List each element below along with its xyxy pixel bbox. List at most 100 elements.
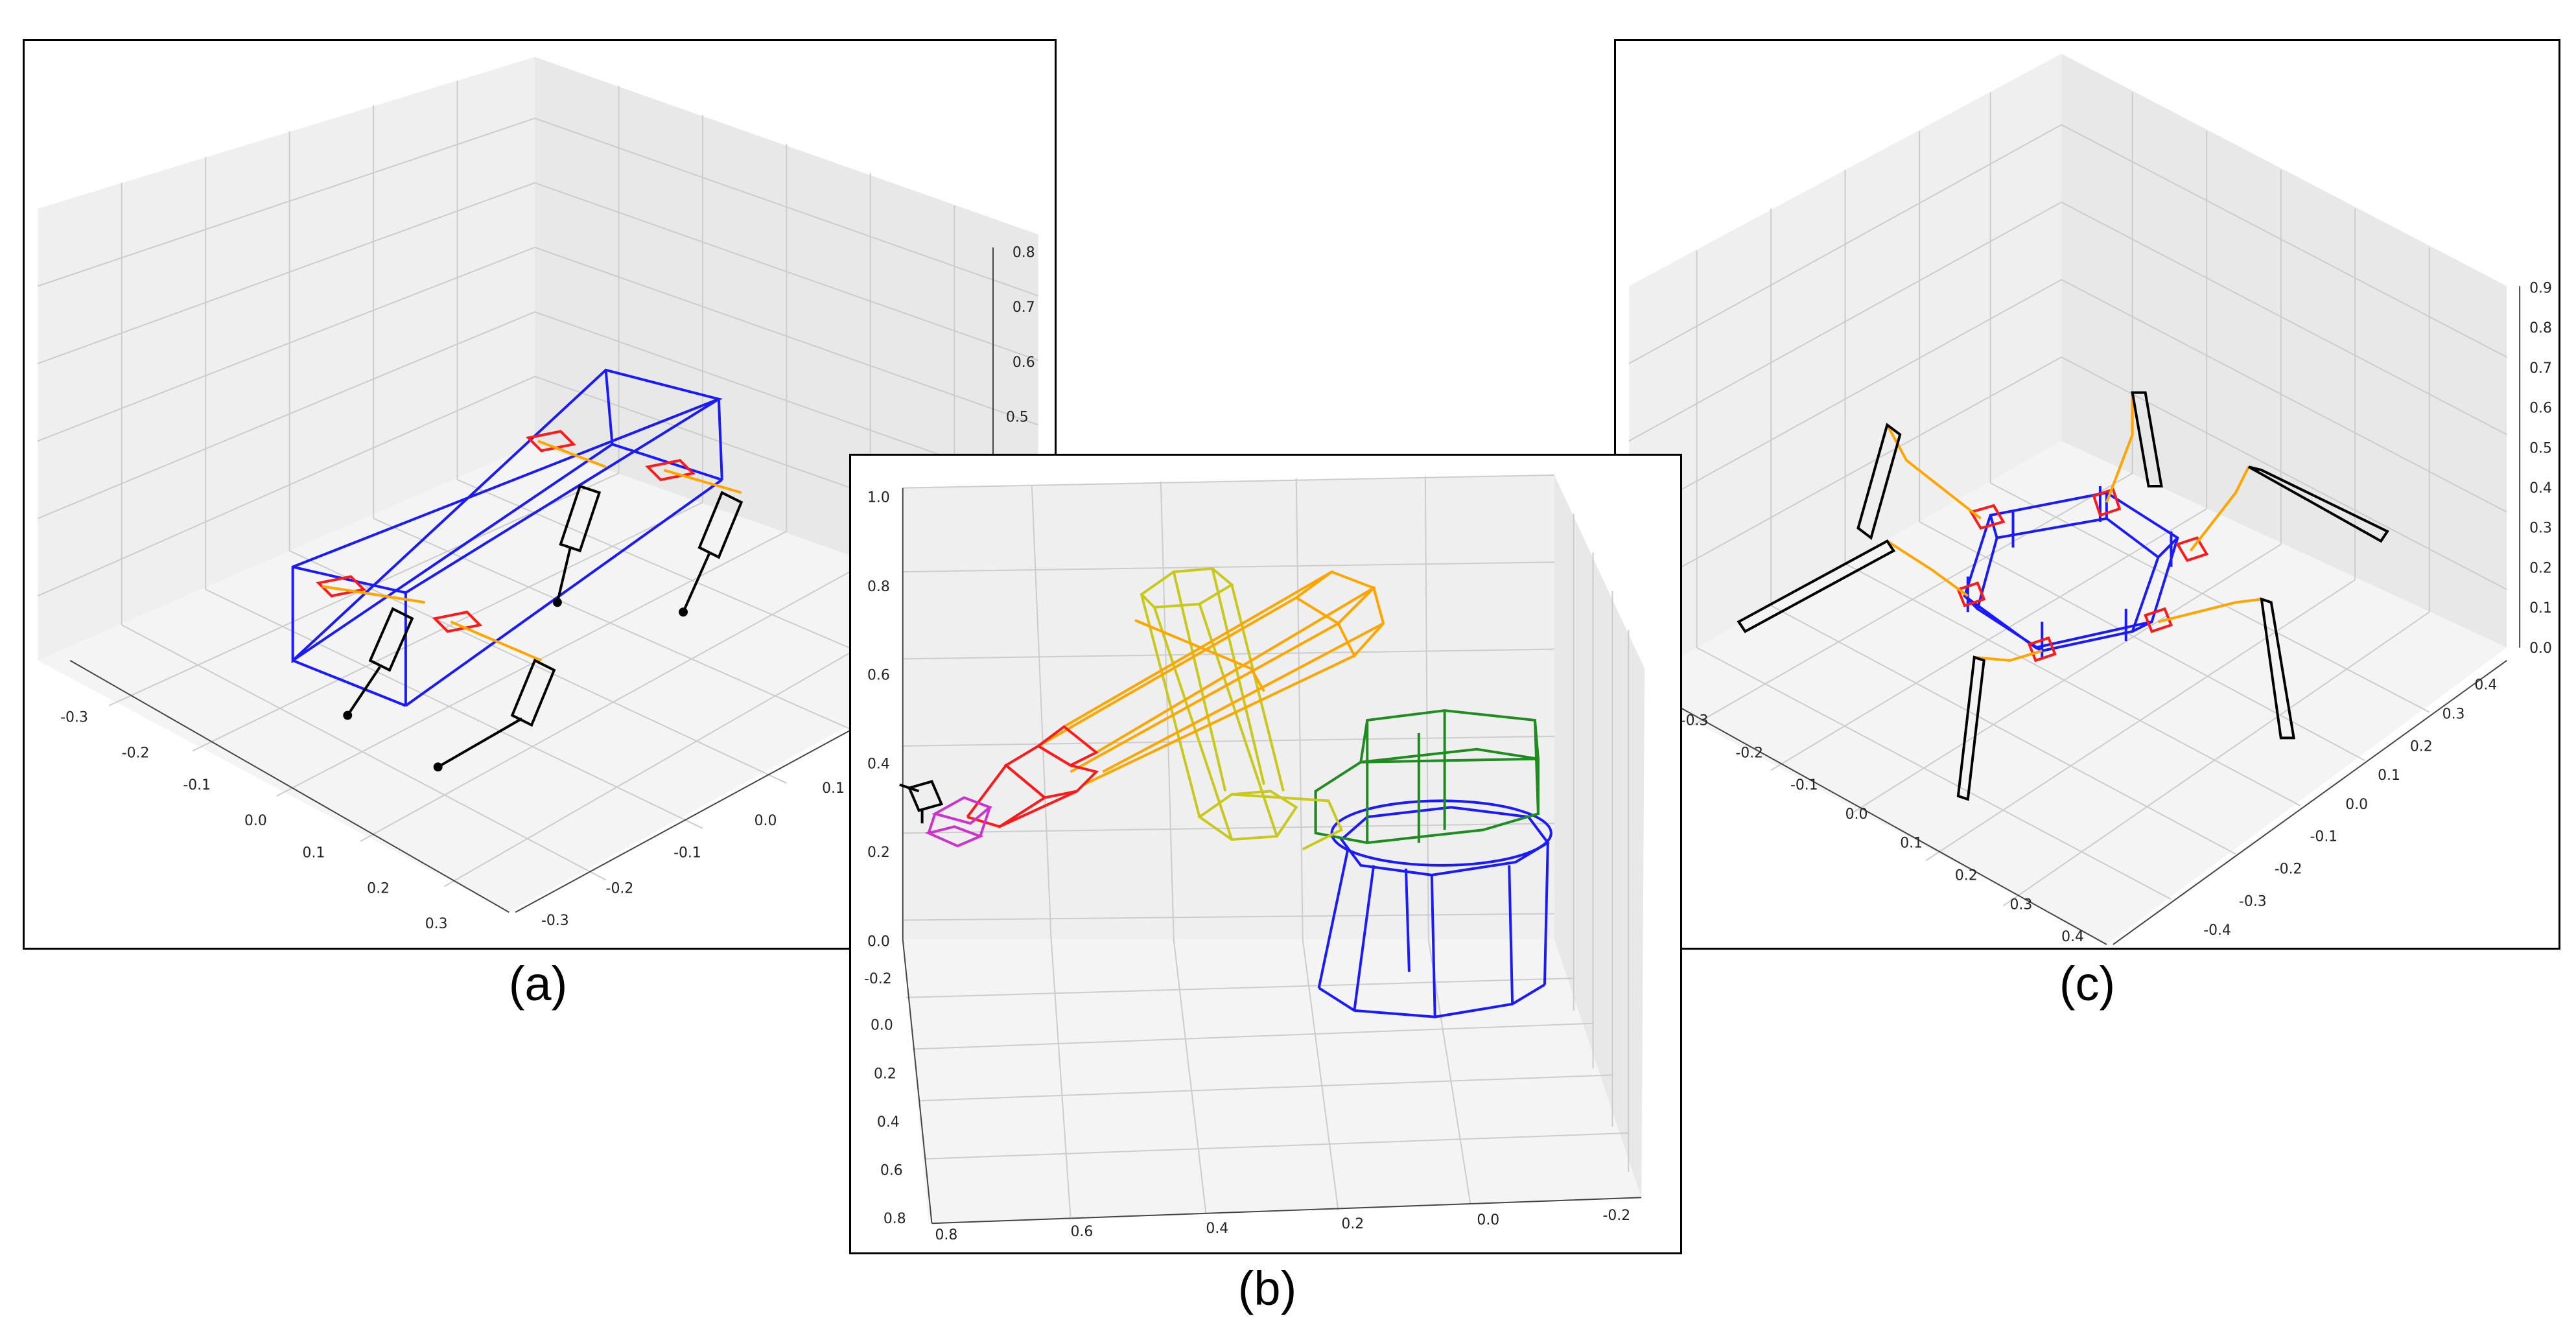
panel-b-plot: 1.0 0.8 0.6 0.4 0.2 0.0 -0.2 0.0 0.2 0.4… — [864, 474, 1645, 1243]
legs — [346, 484, 744, 768]
y-tick: -0.1 — [2310, 829, 2338, 845]
z-tick: 1.0 — [867, 490, 890, 506]
z-tick: 0.6 — [867, 667, 890, 683]
upper-arm-prism — [1139, 567, 1344, 850]
pane-back — [902, 475, 1554, 940]
x-tick: -0.3 — [60, 709, 88, 725]
x-tick: -0.1 — [183, 777, 211, 793]
z-tick: 0.2 — [867, 845, 890, 861]
z-tick: 0.8 — [2529, 320, 2552, 336]
x-tick: 0.3 — [425, 916, 448, 932]
x-tick: -0.1 — [1790, 777, 1818, 793]
wrist-prism — [966, 725, 1099, 828]
x-tick: 0.0 — [1845, 806, 1868, 823]
y-tick: 0.3 — [2442, 707, 2465, 723]
x-axis — [931, 1197, 1642, 1225]
grid-lines — [1628, 92, 2507, 907]
panel-b: 1.0 0.8 0.6 0.4 0.2 0.0 -0.2 0.0 0.2 0.4… — [849, 454, 1682, 1254]
y-tick: 0.1 — [822, 780, 845, 797]
x-tick: 0.2 — [1955, 867, 1978, 884]
x-tick: 0.4 — [2061, 929, 2084, 945]
x-tick: 0.1 — [303, 845, 325, 861]
pane-right — [2061, 53, 2507, 648]
z-tick: 0.4 — [867, 756, 890, 773]
caption-c: (c) — [2059, 957, 2116, 1011]
y-tick: 0.0 — [755, 813, 777, 829]
legs — [1737, 391, 2389, 801]
hexapod-robot — [1737, 391, 2389, 801]
forearm-prism — [1037, 570, 1385, 786]
y-tick: 0.0 — [2345, 797, 2368, 813]
hip-joints — [1956, 487, 2209, 662]
z-tick: 0.8 — [867, 579, 890, 595]
y-tick: 0.4 — [2474, 677, 2497, 694]
base-cylinder — [1317, 799, 1552, 1018]
z-tick: 0.6 — [1013, 355, 1035, 371]
y-tick: 0.2 — [874, 1066, 896, 1082]
x-tick: 0.4 — [1206, 1221, 1228, 1237]
y-tick: -0.2 — [606, 880, 634, 897]
x-tick: -0.3 — [1681, 712, 1709, 729]
pane-floor — [38, 444, 1038, 913]
manipulator-robot — [899, 567, 1552, 1018]
z-tick: 0.0 — [867, 933, 890, 950]
gripper-base — [924, 796, 992, 848]
end-effector — [899, 780, 944, 824]
y-tick: 0.8 — [884, 1211, 906, 1227]
panel-a-plot: 0.8 0.7 0.6 0.5 -0.3 -0.2 -0.1 0.0 0.1 0… — [37, 56, 1039, 932]
z-tick: 0.8 — [1013, 245, 1035, 261]
x-axis — [69, 660, 509, 913]
z-tick: 0.0 — [2529, 640, 2552, 657]
y-tick: -0.3 — [2239, 893, 2267, 909]
z-tick: 0.3 — [2529, 521, 2552, 537]
z-tick: 0.7 — [2529, 360, 2552, 377]
panel-c: 0.9 0.8 0.7 0.6 0.5 0.4 0.3 0.2 0.1 0.0 … — [1614, 39, 2560, 950]
robot-body-box — [291, 368, 723, 707]
z-tick: 0.4 — [2529, 480, 2552, 497]
y-tick: -0.2 — [864, 971, 892, 987]
y-axis — [2113, 660, 2507, 945]
caption-b: (b) — [1237, 1261, 1297, 1315]
z-tick: 0.7 — [1013, 299, 1035, 316]
y-tick: 0.4 — [877, 1114, 900, 1131]
x-tick: 0.0 — [1477, 1212, 1499, 1228]
z-tick: 0.5 — [2529, 440, 2552, 456]
pane-floor — [1629, 441, 2507, 945]
quadruped-robot — [291, 368, 744, 772]
z-tick: 0.1 — [2529, 600, 2552, 616]
pane-left — [38, 56, 535, 661]
x-tick: 0.2 — [1341, 1216, 1364, 1232]
pane-right — [1554, 475, 1645, 1198]
shoulder-cylinder — [1314, 709, 1540, 845]
x-tick: 0.8 — [935, 1227, 957, 1243]
x-tick: -0.2 — [122, 745, 150, 761]
x-tick: 0.2 — [367, 880, 390, 897]
caption-a: (a) — [508, 957, 568, 1011]
z-tick: 0.9 — [2529, 280, 2552, 296]
x-tick: -0.2 — [1602, 1208, 1630, 1224]
y-tick: -0.3 — [541, 913, 569, 929]
z-tick: 0.5 — [1006, 409, 1029, 425]
grid-lines — [37, 80, 1039, 887]
x-axis — [1641, 685, 2107, 945]
hip-joints — [316, 430, 696, 633]
y-tick: -0.2 — [2275, 861, 2302, 877]
x-tick: 0.1 — [1900, 836, 1923, 852]
y-tick: 0.6 — [880, 1163, 903, 1179]
x-tick: 0.3 — [2010, 897, 2033, 913]
z-tick: 0.2 — [2529, 560, 2552, 576]
x-tick: 0.6 — [1070, 1224, 1093, 1240]
feet — [343, 598, 688, 772]
y-tick: -0.4 — [2203, 922, 2231, 939]
x-tick: -0.2 — [1735, 745, 1763, 761]
y-tick: 0.2 — [2410, 738, 2433, 755]
upper-links — [322, 439, 742, 662]
upper-links — [1886, 392, 2262, 662]
y-tick: 0.1 — [2378, 768, 2400, 784]
pane-floor — [902, 939, 1642, 1224]
x-tick: 0.0 — [244, 813, 267, 829]
y-axis — [902, 939, 933, 1224]
z-tick: 0.6 — [2529, 401, 2552, 417]
y-tick: 0.0 — [871, 1018, 893, 1034]
y-tick: -0.1 — [673, 845, 701, 861]
